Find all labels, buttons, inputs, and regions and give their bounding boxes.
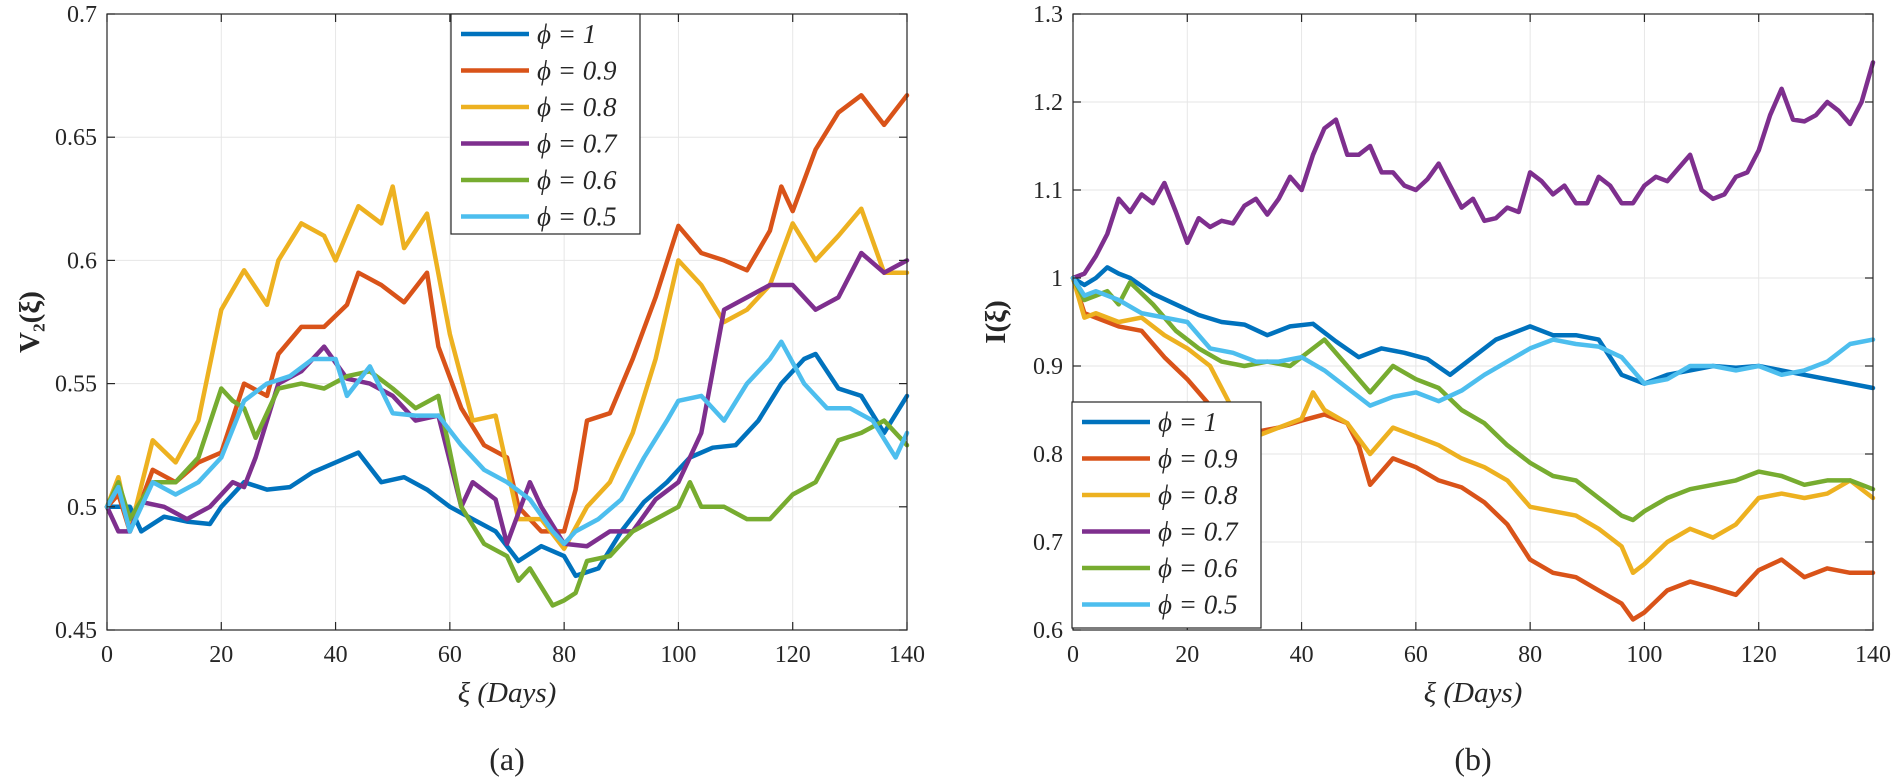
legend: ϕ = 1 ϕ = 0.9 ϕ = 0.8 ϕ = 0.7 ϕ = 0.6 ϕ = 0.5 <box>450 13 641 235</box>
panel-b: 0 20 40 60 80 100 120 140 0.6 0.7 0.8 0.9 1 1.1 1.2 1.3… <box>980 2 1891 777</box>
x-tick-label: 40 <box>324 642 348 668</box>
y-tick-label: 0.45 <box>55 618 97 644</box>
x-tick-label: 40 <box>1290 642 1314 668</box>
legend: ϕ = 1 ϕ = 0.9 ϕ = 0.8 ϕ = 0.7 ϕ = 0.6 ϕ = 0.5 <box>1071 401 1262 629</box>
x-tick-label: 140 <box>889 642 925 668</box>
legend-entry-1: ϕ = 0.9 <box>1158 444 1238 474</box>
legend-box <box>1071 401 1262 629</box>
series-line-1 <box>1070 275 1876 622</box>
legend-entry-4: ϕ = 0.6 <box>1158 553 1238 583</box>
x-tick-label: 60 <box>438 642 462 668</box>
y-tick-label: 1.1 <box>1033 178 1063 204</box>
x-tick-label: 100 <box>1626 642 1662 668</box>
series-line-4 <box>104 369 910 608</box>
y-tick-label: 0.6 <box>1033 618 1063 644</box>
legend-entry-3: ϕ = 0.7 <box>537 129 618 159</box>
y-tick-label: 1 <box>1051 266 1063 292</box>
x-tick-label: 20 <box>209 642 233 668</box>
series-line-2 <box>104 184 910 551</box>
x-tick-label: 20 <box>1175 642 1199 668</box>
legend-entry-2: ϕ = 0.8 <box>1158 480 1238 510</box>
legend-entry-1: ϕ = 0.9 <box>537 56 617 86</box>
legend-entry-0: ϕ = 1 <box>1158 407 1217 437</box>
y-tick-label: 0.65 <box>55 125 97 151</box>
y-tick-label: 0.9 <box>1033 354 1063 380</box>
x-axis-label: ξ (Days) <box>1424 677 1523 709</box>
x-tick-label: 140 <box>1855 642 1891 668</box>
series-line-2 <box>1070 275 1876 576</box>
panel-label: (b) <box>1454 741 1491 777</box>
x-tick-label: 120 <box>775 642 811 668</box>
series-line-3 <box>104 250 910 549</box>
series-line-3 <box>1070 60 1876 281</box>
y-tick-label: 0.6 <box>67 248 97 274</box>
x-tick-label: 60 <box>1404 642 1428 668</box>
y-tick-label: 0.5 <box>67 495 97 521</box>
series-line-5 <box>1070 275 1876 408</box>
y-tick-label: 0.55 <box>55 372 97 398</box>
y-tick-label: 1.3 <box>1033 2 1063 28</box>
legend-entry-0: ϕ = 1 <box>537 19 596 49</box>
legend-entry-5: ϕ = 0.5 <box>1158 590 1237 620</box>
x-tick-label: 100 <box>660 642 696 668</box>
x-tick-label: 80 <box>552 642 576 668</box>
series-line-5 <box>104 339 910 547</box>
legend-box <box>450 13 641 235</box>
legend-entry-2: ϕ = 0.8 <box>537 92 617 122</box>
y-tick-label: 0.7 <box>67 2 97 28</box>
series-line-0 <box>104 351 910 579</box>
panel-label: (a) <box>489 741 525 777</box>
legend-entry-3: ϕ = 0.7 <box>1158 517 1239 547</box>
y-axis-label: I(ξ) <box>980 300 1012 344</box>
legend-entry-4: ϕ = 0.6 <box>537 165 617 195</box>
x-axis-label: ξ (Days) <box>458 677 557 709</box>
y-axis-label: V₂(ξ) <box>14 291 46 353</box>
x-tick-label: 120 <box>1741 642 1777 668</box>
x-tick-label: 80 <box>1518 642 1542 668</box>
y-tick-label: 1.2 <box>1033 90 1063 116</box>
y-tick-label: 0.7 <box>1033 530 1063 556</box>
axes-box <box>1072 13 1874 631</box>
x-tick-label: 0 <box>1067 642 1079 668</box>
legend-entry-5: ϕ = 0.5 <box>537 202 616 232</box>
panel-a: 0 20 40 60 80 100 120 140 0.45 0.5 0.55 0.6 0.65 0.7 ξ… <box>14 2 925 777</box>
x-tick-label: 0 <box>101 642 113 668</box>
y-tick-label: 0.8 <box>1033 442 1063 468</box>
